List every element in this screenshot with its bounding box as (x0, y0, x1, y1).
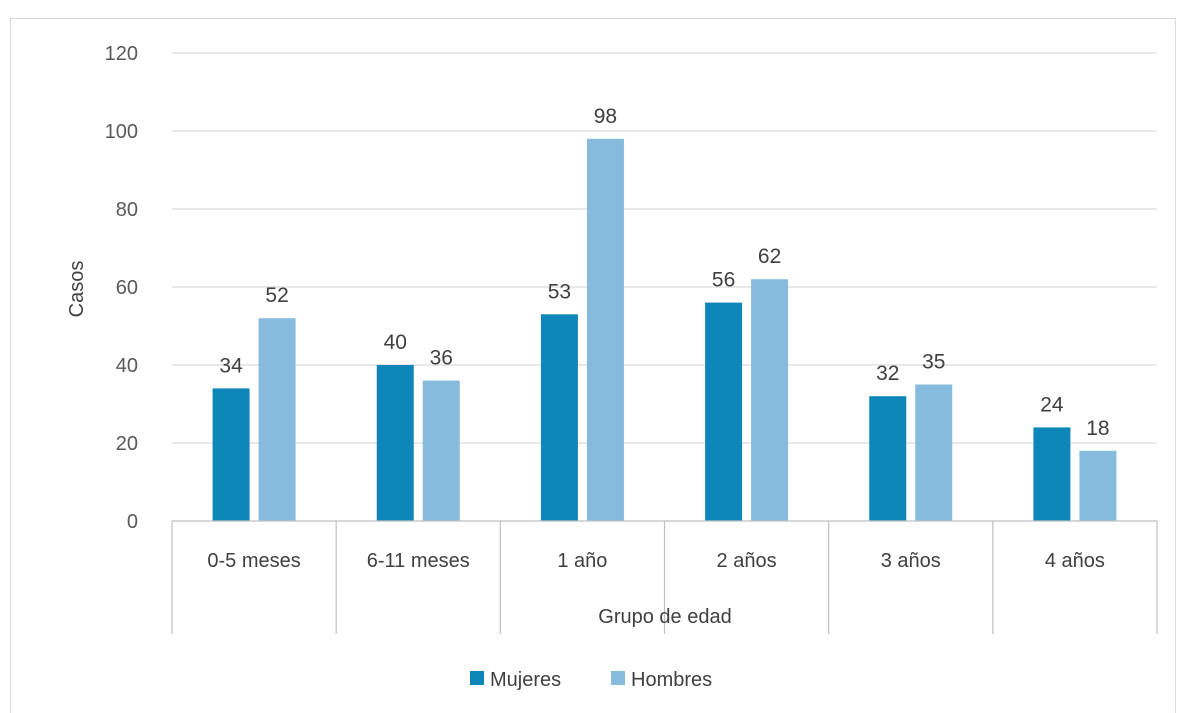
data-label: 24 (1040, 393, 1064, 416)
data-label: 53 (548, 280, 571, 303)
x-tick-label: 3 años (881, 550, 941, 572)
gridlines (172, 52, 1157, 444)
y-axis-ticks: 0 20 40 60 80 100 120 (105, 43, 138, 533)
bar-mujeres-2 (540, 314, 578, 521)
y-tick-label: 20 (116, 433, 138, 455)
bar-hombres-5 (1079, 450, 1117, 521)
bar-mujeres-5 (1033, 427, 1071, 521)
bar-mujeres-0 (212, 388, 250, 521)
bar-hombres-1 (422, 380, 460, 521)
data-labels: 34 40 53 56 32 24 52 36 98 62 35 18 (219, 105, 1109, 440)
x-tick-label: 4 años (1045, 550, 1105, 572)
data-label: 62 (758, 245, 781, 268)
legend: Mujeres Hombres (470, 669, 712, 691)
bar-mujeres-1 (376, 365, 414, 521)
data-label: 56 (712, 269, 735, 292)
legend-label-mujeres: Mujeres (490, 669, 561, 691)
y-tick-label: 120 (105, 43, 138, 65)
y-axis-title: Casos (66, 261, 88, 318)
data-label: 35 (922, 351, 945, 374)
x-tick-label: 0-5 meses (207, 550, 300, 572)
x-tick-label: 2 años (717, 550, 777, 572)
data-label: 32 (876, 362, 899, 385)
bar-mujeres-3 (705, 302, 743, 521)
data-label: 52 (265, 284, 288, 307)
y-tick-label: 60 (116, 277, 138, 299)
data-label: 98 (594, 105, 617, 128)
bars (212, 138, 1117, 522)
y-tick-label: 100 (105, 121, 138, 143)
legend-label-hombres: Hombres (631, 669, 712, 691)
x-axis: 0-5 meses 6-11 meses 1 año 2 años 3 años 4 añ… (171, 520, 1158, 634)
y-tick-label: 0 (127, 511, 138, 533)
legend-swatch-hombres (611, 671, 625, 685)
data-label: 40 (384, 331, 407, 354)
legend-swatch-mujeres (470, 671, 484, 685)
bar-hombres-4 (915, 384, 953, 521)
data-label: 34 (219, 354, 243, 377)
y-tick-label: 40 (116, 355, 138, 377)
bar-hombres-2 (586, 138, 624, 522)
bar-hombres-3 (751, 279, 789, 521)
x-tick-label: 1 año (557, 550, 607, 572)
data-label: 36 (430, 347, 453, 370)
bar-mujeres-4 (869, 396, 907, 521)
x-tick-label: 6-11 meses (367, 550, 470, 572)
y-tick-label: 80 (116, 199, 138, 221)
data-label: 18 (1086, 417, 1109, 440)
bar-hombres-0 (258, 318, 296, 521)
x-axis-title: Grupo de edad (598, 606, 731, 628)
chart-frame (10, 18, 1176, 713)
